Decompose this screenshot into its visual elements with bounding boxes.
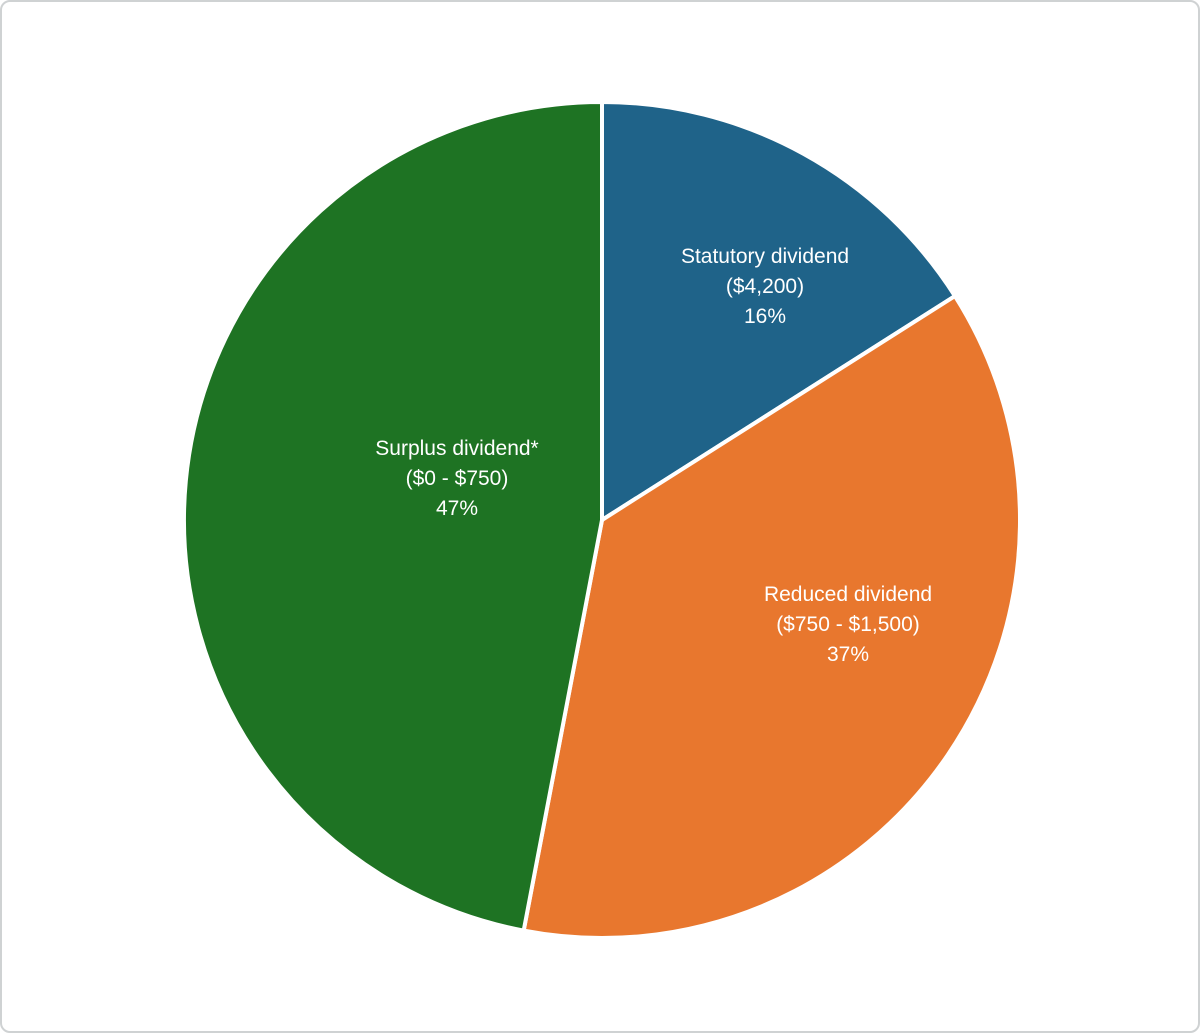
pie-slice-statutory-dividend (600, 100, 957, 522)
pie-slice-reduced-dividend (521, 294, 1023, 940)
pie-slice-surplus-dividend (181, 100, 604, 933)
